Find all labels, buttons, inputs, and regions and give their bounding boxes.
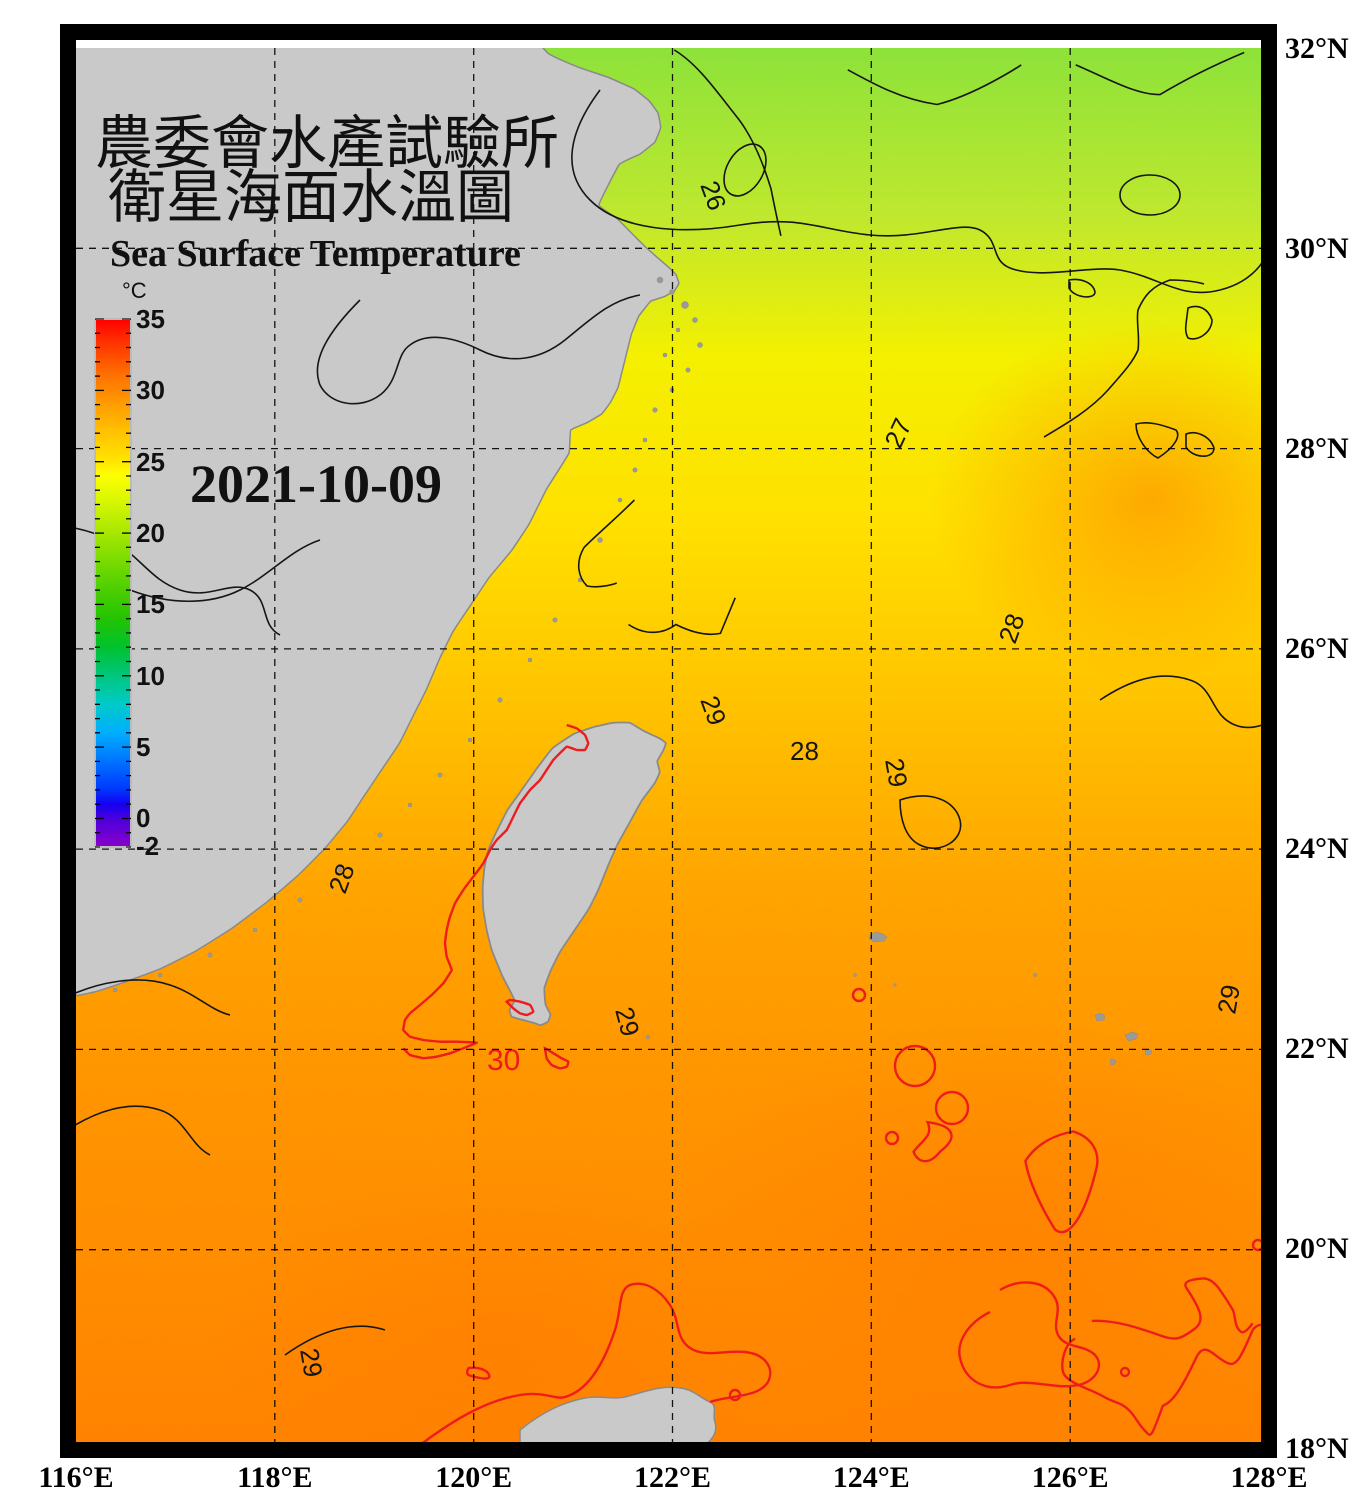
svg-text:20°N: 20°N (1285, 1232, 1349, 1265)
svg-text:35: 35 (136, 304, 165, 334)
svg-text:22°N: 22°N (1285, 1032, 1349, 1065)
svg-text:126°E: 126°E (1032, 1461, 1109, 1494)
svg-text:29: 29 (1211, 982, 1246, 1016)
svg-text:120°E: 120°E (435, 1461, 512, 1494)
svg-text:32°N: 32°N (1285, 32, 1349, 65)
svg-text:24°N: 24°N (1285, 832, 1349, 865)
svg-text:25: 25 (136, 447, 165, 477)
svg-text:118°E: 118°E (237, 1461, 312, 1494)
svg-text:2021-10-09: 2021-10-09 (190, 454, 442, 514)
svg-text:116°E: 116°E (38, 1461, 113, 1494)
svg-text:5: 5 (136, 732, 150, 762)
svg-text:°C: °C (122, 278, 147, 303)
svg-text:-2: -2 (136, 831, 159, 861)
svg-text:128°E: 128°E (1230, 1461, 1307, 1494)
svg-text:衛星海面水溫圖: 衛星海面水溫圖 (108, 165, 514, 230)
svg-text:30: 30 (136, 375, 165, 405)
svg-text:20: 20 (136, 518, 165, 548)
svg-text:10: 10 (136, 661, 165, 691)
svg-text:124°E: 124°E (833, 1461, 910, 1494)
svg-text:15: 15 (136, 589, 165, 619)
svg-text:Sea Surface Temperature: Sea Surface Temperature (110, 233, 521, 275)
svg-text:122°E: 122°E (634, 1461, 711, 1494)
svg-text:28°N: 28°N (1285, 432, 1349, 465)
svg-text:26°N: 26°N (1285, 632, 1349, 665)
svg-text:30°N: 30°N (1285, 232, 1349, 265)
svg-text:28: 28 (790, 736, 819, 766)
svg-text:0: 0 (136, 803, 150, 833)
svg-text:29: 29 (294, 1346, 329, 1380)
svg-text:29: 29 (879, 756, 914, 790)
